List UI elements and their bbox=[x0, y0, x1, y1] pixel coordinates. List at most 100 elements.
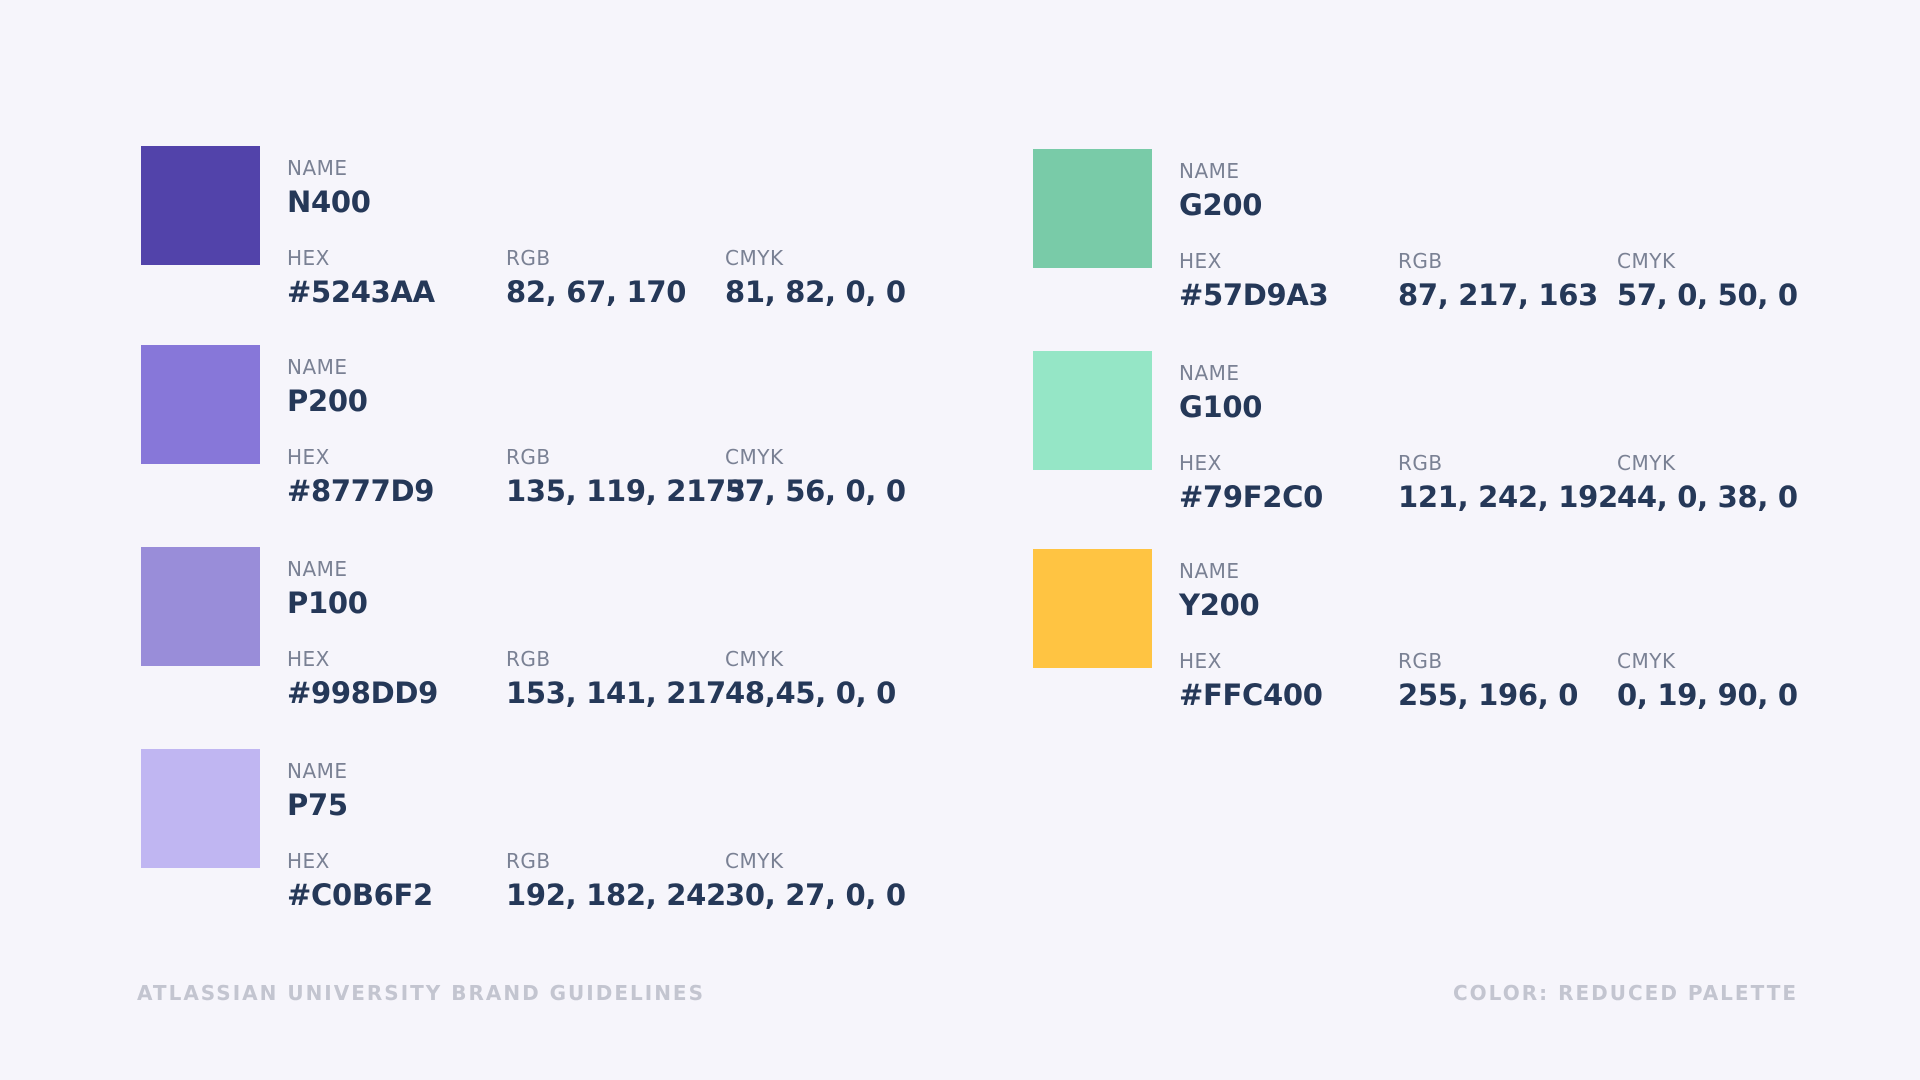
hex-label: HEX bbox=[1179, 249, 1222, 273]
color-entry-p200: NAME P200 HEX #8777D9 RGB 135, 119, 2173… bbox=[141, 345, 961, 508]
cmyk-value: 81, 82, 0, 0 bbox=[725, 275, 906, 309]
rgb-field: RGB 135, 119, 2173 bbox=[506, 445, 746, 509]
name-label: NAME bbox=[1179, 361, 1240, 385]
cmyk-field: CMYK 57, 56, 0, 0 bbox=[725, 445, 906, 509]
hex-field: HEX #998DD9 bbox=[287, 647, 438, 711]
hex-value: #C0B6F2 bbox=[287, 878, 433, 912]
cmyk-label: CMYK bbox=[725, 647, 784, 671]
cmyk-label: CMYK bbox=[725, 445, 784, 469]
color-entry-y200: NAME Y200 HEX #FFC400 RGB 255, 196, 0 CM… bbox=[1033, 549, 1853, 712]
rgb-label: RGB bbox=[506, 445, 551, 469]
cmyk-value: 0, 19, 90, 0 bbox=[1617, 678, 1798, 712]
color-entry-g200: NAME G200 HEX #57D9A3 RGB 87, 217, 163 C… bbox=[1033, 149, 1853, 312]
name-label: NAME bbox=[287, 156, 348, 180]
hex-label: HEX bbox=[1179, 649, 1222, 673]
name-field: NAME P75 bbox=[287, 759, 348, 823]
color-swatch bbox=[1033, 351, 1152, 470]
name-field: NAME G100 bbox=[1179, 361, 1262, 425]
rgb-value: 135, 119, 2173 bbox=[506, 474, 746, 508]
cmyk-field: CMYK 81, 82, 0, 0 bbox=[725, 246, 906, 310]
rgb-value: 121, 242, 192 bbox=[1398, 480, 1618, 514]
hex-field: HEX #79F2C0 bbox=[1179, 451, 1323, 515]
name-field: NAME P200 bbox=[287, 355, 368, 419]
hex-field: HEX #8777D9 bbox=[287, 445, 434, 509]
hex-value: #57D9A3 bbox=[1179, 278, 1329, 312]
color-swatch bbox=[1033, 149, 1152, 268]
rgb-label: RGB bbox=[506, 647, 551, 671]
hex-field: HEX #5243AA bbox=[287, 246, 435, 310]
color-entry-p75: NAME P75 HEX #C0B6F2 RGB 192, 182, 242 C… bbox=[141, 749, 961, 912]
rgb-value: 87, 217, 163 bbox=[1398, 278, 1599, 312]
cmyk-label: CMYK bbox=[725, 246, 784, 270]
cmyk-field: CMYK 44, 0, 38, 0 bbox=[1617, 451, 1798, 515]
color-name: P75 bbox=[287, 788, 348, 822]
color-name: G200 bbox=[1179, 188, 1263, 222]
cmyk-label: CMYK bbox=[1617, 249, 1676, 273]
color-entry-p100: NAME P100 HEX #998DD9 RGB 153, 141, 217 … bbox=[141, 547, 961, 710]
color-swatch bbox=[141, 345, 260, 464]
cmyk-label: CMYK bbox=[725, 849, 784, 873]
rgb-value: 255, 196, 0 bbox=[1398, 678, 1579, 712]
rgb-field: RGB 192, 182, 242 bbox=[506, 849, 726, 913]
cmyk-value: 57, 0, 50, 0 bbox=[1617, 278, 1798, 312]
rgb-value: 82, 67, 170 bbox=[506, 275, 687, 309]
name-label: NAME bbox=[287, 355, 348, 379]
color-swatch bbox=[141, 749, 260, 868]
color-name: P200 bbox=[287, 384, 368, 418]
color-name: N400 bbox=[287, 185, 371, 219]
name-label: NAME bbox=[287, 759, 348, 783]
rgb-value: 153, 141, 217 bbox=[506, 676, 726, 710]
rgb-field: RGB 255, 196, 0 bbox=[1398, 649, 1578, 713]
rgb-label: RGB bbox=[1398, 649, 1443, 673]
rgb-label: RGB bbox=[506, 849, 551, 873]
hex-label: HEX bbox=[287, 849, 330, 873]
name-label: NAME bbox=[1179, 159, 1240, 183]
cmyk-label: CMYK bbox=[1617, 451, 1676, 475]
cmyk-field: CMYK 48,45, 0, 0 bbox=[725, 647, 896, 711]
rgb-label: RGB bbox=[1398, 249, 1443, 273]
rgb-field: RGB 121, 242, 192 bbox=[1398, 451, 1618, 515]
rgb-field: RGB 82, 67, 170 bbox=[506, 246, 686, 310]
color-name: P100 bbox=[287, 586, 368, 620]
rgb-value: 192, 182, 242 bbox=[506, 878, 726, 912]
color-swatch bbox=[1033, 549, 1152, 668]
rgb-field: RGB 153, 141, 217 bbox=[506, 647, 726, 711]
hex-label: HEX bbox=[287, 647, 330, 671]
name-field: NAME G200 bbox=[1179, 159, 1262, 223]
hex-value: #5243AA bbox=[287, 275, 435, 309]
cmyk-value: 57, 56, 0, 0 bbox=[725, 474, 906, 508]
color-name: G100 bbox=[1179, 390, 1263, 424]
name-label: NAME bbox=[287, 557, 348, 581]
color-entry-n400: NAME N400 HEX #5243AA RGB 82, 67, 170 CM… bbox=[141, 146, 961, 309]
hex-field: HEX #57D9A3 bbox=[1179, 249, 1329, 313]
hex-label: HEX bbox=[287, 445, 330, 469]
hex-value: #FFC400 bbox=[1179, 678, 1323, 712]
cmyk-value: 44, 0, 38, 0 bbox=[1617, 480, 1798, 514]
hex-label: HEX bbox=[1179, 451, 1222, 475]
name-field: NAME Y200 bbox=[1179, 559, 1260, 623]
cmyk-value: 30, 27, 0, 0 bbox=[725, 878, 906, 912]
cmyk-value: 48,45, 0, 0 bbox=[725, 676, 897, 710]
color-swatch bbox=[141, 146, 260, 265]
cmyk-field: CMYK 0, 19, 90, 0 bbox=[1617, 649, 1798, 713]
name-field: NAME P100 bbox=[287, 557, 368, 621]
rgb-field: RGB 87, 217, 163 bbox=[1398, 249, 1598, 313]
color-entry-g100: NAME G100 HEX #79F2C0 RGB 121, 242, 192 … bbox=[1033, 351, 1853, 514]
rgb-label: RGB bbox=[506, 246, 551, 270]
cmyk-field: CMYK 57, 0, 50, 0 bbox=[1617, 249, 1798, 313]
hex-value: #8777D9 bbox=[287, 474, 435, 508]
color-name: Y200 bbox=[1179, 588, 1260, 622]
hex-value: #998DD9 bbox=[287, 676, 439, 710]
hex-value: #79F2C0 bbox=[1179, 480, 1324, 514]
cmyk-label: CMYK bbox=[1617, 649, 1676, 673]
footer-section-title: COLOR: REDUCED PALETTE bbox=[1453, 981, 1798, 1005]
name-label: NAME bbox=[1179, 559, 1240, 583]
hex-field: HEX #FFC400 bbox=[1179, 649, 1323, 713]
hex-field: HEX #C0B6F2 bbox=[287, 849, 433, 913]
color-swatch bbox=[141, 547, 260, 666]
hex-label: HEX bbox=[287, 246, 330, 270]
name-field: NAME N400 bbox=[287, 156, 371, 220]
rgb-label: RGB bbox=[1398, 451, 1443, 475]
footer-guidelines-title: ATLASSIAN UNIVERSITY BRAND GUIDELINES bbox=[137, 981, 705, 1005]
cmyk-field: CMYK 30, 27, 0, 0 bbox=[725, 849, 906, 913]
